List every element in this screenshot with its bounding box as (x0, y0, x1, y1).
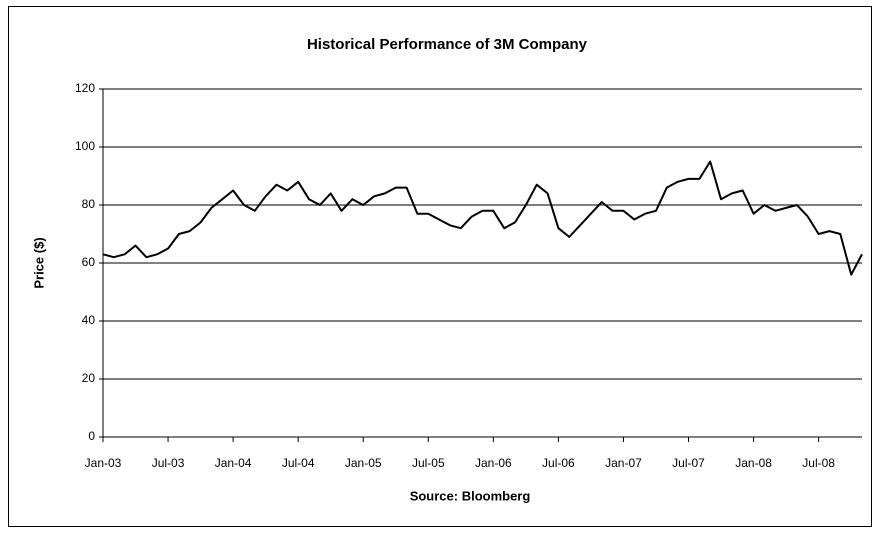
chart-title: Historical Performance of 3M Company (307, 36, 588, 53)
y-tick-label: 0 (88, 429, 95, 443)
x-tick-label: Jul-06 (542, 456, 575, 470)
y-tick-label: 40 (82, 313, 96, 327)
x-tick-label: Jan-08 (735, 456, 772, 470)
x-tick-label: Jan-03 (85, 456, 122, 470)
x-tick-label: Jan-04 (215, 456, 252, 470)
price-line (102, 160, 863, 276)
x-tick-label: Jul-03 (152, 456, 185, 470)
y-tick-label: 80 (82, 197, 96, 211)
x-tick-label: Jul-07 (672, 456, 705, 470)
x-tick-label: Jan-05 (345, 456, 382, 470)
y-tick-label: 100 (75, 139, 95, 153)
x-tick-label: Jan-07 (605, 456, 642, 470)
x-tick-label: Jan-06 (475, 456, 512, 470)
y-tick-label: 20 (82, 371, 96, 385)
y-axis-title: Price ($) (31, 237, 46, 288)
x-tick-label: Jul-08 (802, 456, 835, 470)
y-tick-label: 60 (82, 255, 96, 269)
y-tick-label: 120 (75, 81, 95, 95)
chart-frame (8, 6, 872, 527)
x-tick-label: Jul-04 (282, 456, 315, 470)
x-axis-title: Source: Bloomberg (410, 488, 531, 503)
x-tick-label: Jul-05 (412, 456, 445, 470)
